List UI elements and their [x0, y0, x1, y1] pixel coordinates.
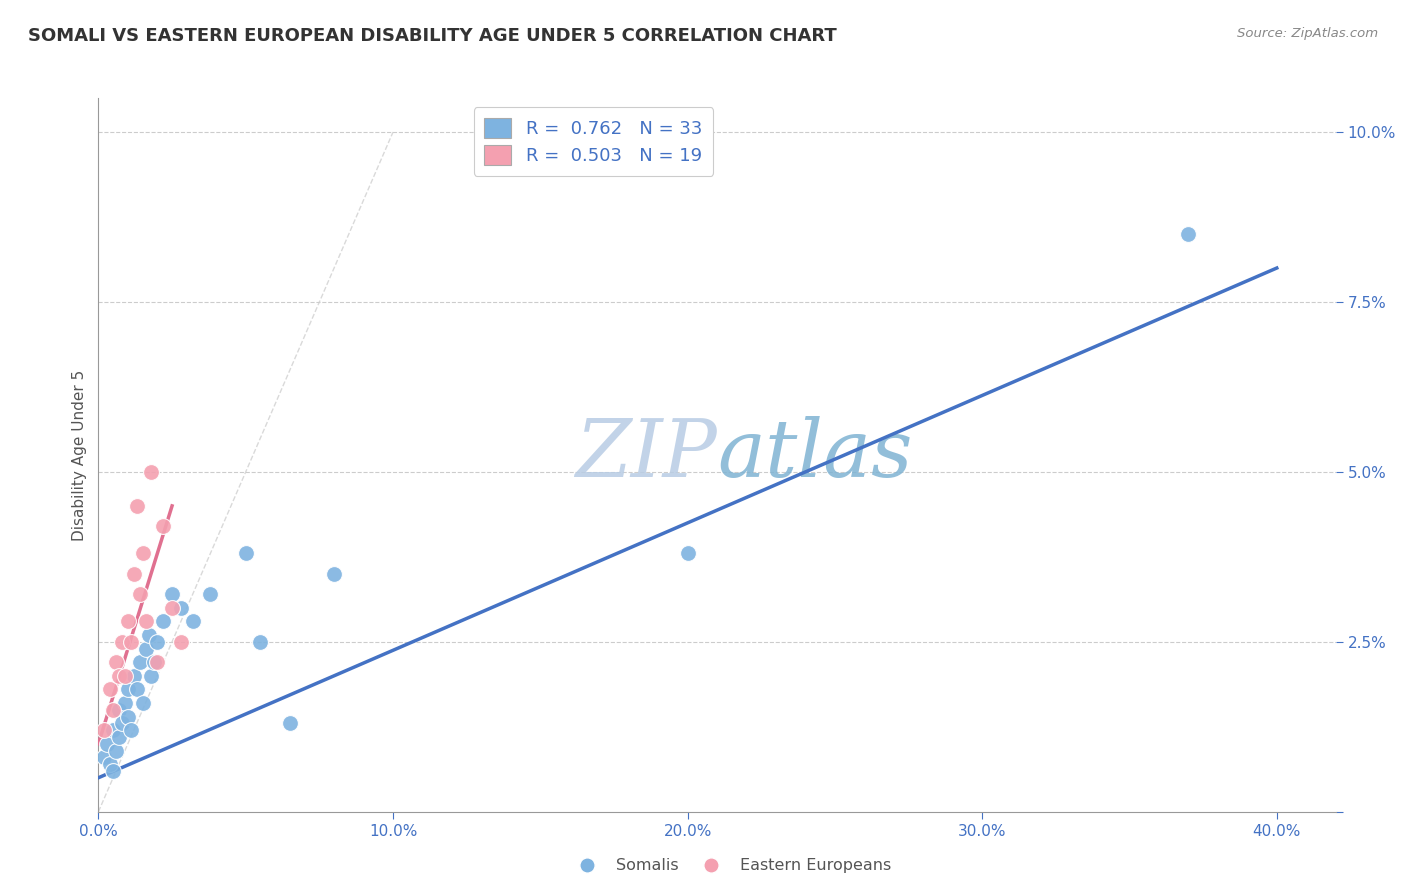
Point — [125, 499, 148, 513]
Point — [120, 723, 142, 738]
Point — [200, 587, 222, 601]
Point — [93, 750, 115, 764]
Point — [131, 696, 153, 710]
Point — [170, 600, 193, 615]
Point — [160, 587, 183, 601]
Legend: Somalis, Eastern Europeans: Somalis, Eastern Europeans — [565, 852, 897, 880]
Point — [120, 635, 142, 649]
Point — [138, 628, 160, 642]
Point — [108, 730, 131, 744]
Point — [117, 682, 139, 697]
Point — [93, 723, 115, 738]
Text: Source: ZipAtlas.com: Source: ZipAtlas.com — [1237, 27, 1378, 40]
Point — [114, 696, 136, 710]
Y-axis label: Disability Age Under 5: Disability Age Under 5 — [72, 369, 87, 541]
Point — [98, 757, 121, 772]
Point — [128, 655, 150, 669]
Point — [676, 546, 699, 560]
Point — [117, 709, 139, 723]
Point — [101, 723, 124, 738]
Text: atlas: atlas — [717, 417, 912, 493]
Point — [146, 655, 169, 669]
Point — [128, 587, 150, 601]
Legend: R =  0.762   N = 33, R =  0.503   N = 19: R = 0.762 N = 33, R = 0.503 N = 19 — [474, 107, 713, 176]
Point — [122, 566, 145, 581]
Point — [152, 615, 174, 629]
Point — [235, 546, 257, 560]
Text: ZIP: ZIP — [575, 417, 717, 493]
Point — [170, 635, 193, 649]
Point — [114, 669, 136, 683]
Point — [181, 615, 204, 629]
Point — [323, 566, 346, 581]
Point — [141, 669, 163, 683]
Point — [122, 669, 145, 683]
Point — [105, 655, 128, 669]
Point — [152, 519, 174, 533]
Point — [117, 615, 139, 629]
Point — [101, 764, 124, 778]
Point — [249, 635, 271, 649]
Point — [141, 465, 163, 479]
Point — [105, 743, 128, 757]
Point — [108, 669, 131, 683]
Point — [101, 703, 124, 717]
Point — [125, 682, 148, 697]
Point — [1177, 227, 1199, 241]
Point — [108, 703, 131, 717]
Point — [135, 641, 157, 656]
Point — [278, 716, 301, 731]
Point — [98, 682, 121, 697]
Point — [135, 615, 157, 629]
Point — [143, 655, 166, 669]
Point — [111, 716, 134, 731]
Point — [96, 737, 118, 751]
Point — [160, 600, 183, 615]
Text: SOMALI VS EASTERN EUROPEAN DISABILITY AGE UNDER 5 CORRELATION CHART: SOMALI VS EASTERN EUROPEAN DISABILITY AG… — [28, 27, 837, 45]
Point — [111, 635, 134, 649]
Point — [146, 635, 169, 649]
Point — [131, 546, 153, 560]
